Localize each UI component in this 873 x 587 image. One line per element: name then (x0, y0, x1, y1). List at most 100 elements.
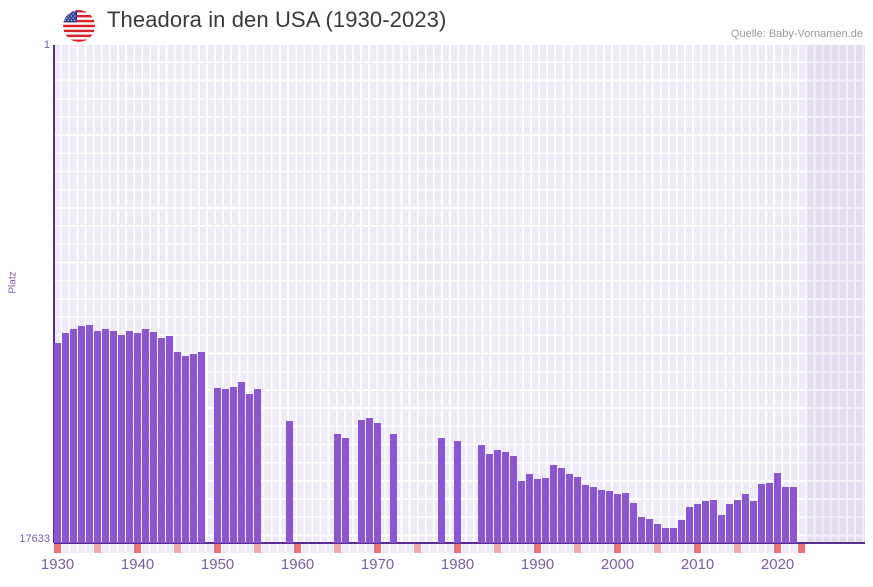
bar[interactable] (286, 421, 294, 543)
bar[interactable] (366, 418, 374, 543)
bar[interactable] (54, 343, 62, 543)
bar[interactable] (542, 478, 550, 543)
bar[interactable] (598, 490, 606, 543)
bar[interactable] (118, 335, 126, 543)
bar[interactable] (550, 465, 558, 543)
x-axis-tick (614, 544, 622, 553)
bar[interactable] (134, 333, 142, 543)
x-axis-tick-label: 1990 (520, 556, 555, 573)
bar[interactable] (214, 388, 222, 543)
bar[interactable] (662, 528, 670, 543)
bar[interactable] (166, 336, 174, 543)
bar[interactable] (342, 438, 350, 543)
bar[interactable] (390, 434, 398, 543)
bar[interactable] (766, 483, 774, 543)
x-axis-tick (414, 544, 422, 553)
bar[interactable] (182, 356, 190, 543)
x-axis-tick (350, 544, 358, 553)
x-axis-tick (438, 544, 446, 553)
bar[interactable] (150, 332, 158, 543)
bar[interactable] (62, 333, 70, 543)
bar[interactable] (518, 481, 526, 543)
bar[interactable] (646, 519, 654, 543)
x-axis-tick (214, 544, 222, 553)
bar[interactable] (86, 325, 94, 543)
bar[interactable] (230, 387, 238, 543)
x-axis-tick (278, 544, 286, 553)
bar[interactable] (494, 450, 502, 543)
bar[interactable] (502, 452, 510, 543)
bar[interactable] (694, 504, 702, 543)
bar[interactable] (334, 434, 342, 543)
bar[interactable] (198, 352, 206, 543)
bar[interactable] (486, 454, 494, 543)
bar[interactable] (582, 485, 590, 543)
x-axis-tick (422, 544, 430, 553)
chart-header: Theadora in den USA (1930-2023) Quelle: … (0, 0, 873, 46)
bar[interactable] (734, 500, 742, 543)
bar[interactable] (558, 468, 566, 543)
x-axis-tick (494, 544, 502, 553)
bar[interactable] (454, 441, 462, 543)
x-axis-tick (774, 544, 782, 553)
bar[interactable] (758, 484, 766, 543)
bar[interactable] (574, 477, 582, 543)
x-axis-tick (246, 544, 254, 553)
bar[interactable] (438, 438, 446, 543)
x-axis-tick (654, 544, 662, 553)
bar[interactable] (742, 494, 750, 543)
x-axis-tick (270, 544, 278, 553)
bar[interactable] (374, 423, 382, 543)
bar[interactable] (606, 491, 614, 543)
bar[interactable] (126, 331, 134, 543)
bar[interactable] (190, 354, 198, 543)
bar[interactable] (566, 474, 574, 543)
bar[interactable] (622, 493, 630, 543)
bar[interactable] (102, 329, 110, 543)
bar[interactable] (702, 501, 710, 543)
bar[interactable] (614, 494, 622, 543)
bar[interactable] (590, 487, 598, 543)
bar[interactable] (526, 474, 534, 543)
bar[interactable] (94, 331, 102, 543)
x-axis-labels: 1930 1940 1950 1960 1970 1980 1990 2000 2010 2020 (41, 556, 865, 580)
x-axis-tick (750, 544, 758, 553)
bar[interactable] (726, 504, 734, 543)
bar[interactable] (510, 456, 518, 543)
bar[interactable] (654, 524, 662, 543)
bar[interactable] (710, 500, 718, 543)
bar[interactable] (774, 473, 782, 543)
bar[interactable] (630, 503, 638, 543)
bar[interactable] (638, 517, 646, 543)
bar[interactable] (254, 389, 262, 543)
bar[interactable] (686, 507, 694, 543)
bar[interactable] (790, 487, 798, 543)
bar[interactable] (782, 487, 790, 543)
x-axis-tick (334, 544, 342, 553)
us-flag-icon (63, 10, 95, 42)
x-axis-tick (798, 544, 806, 553)
bar[interactable] (158, 338, 166, 543)
bar[interactable] (750, 501, 758, 543)
x-axis-tick (134, 544, 142, 553)
bar[interactable] (670, 528, 678, 543)
bar[interactable] (534, 479, 542, 543)
bar[interactable] (718, 515, 726, 543)
bar[interactable] (70, 329, 78, 543)
bar[interactable] (246, 394, 254, 543)
x-axis-tick (158, 544, 166, 553)
bar[interactable] (222, 389, 230, 543)
bar[interactable] (678, 520, 686, 543)
bar[interactable] (78, 326, 86, 543)
x-axis-tick (462, 544, 470, 553)
bar[interactable] (358, 420, 366, 543)
bar[interactable] (110, 331, 118, 543)
bar[interactable] (174, 352, 182, 543)
bar[interactable] (142, 329, 150, 543)
x-axis-tick (670, 544, 678, 553)
x-axis-tick (526, 544, 534, 553)
x-axis-tick (558, 544, 566, 553)
bar[interactable] (478, 445, 486, 543)
x-axis-tick (406, 544, 414, 553)
bar[interactable] (238, 382, 246, 543)
